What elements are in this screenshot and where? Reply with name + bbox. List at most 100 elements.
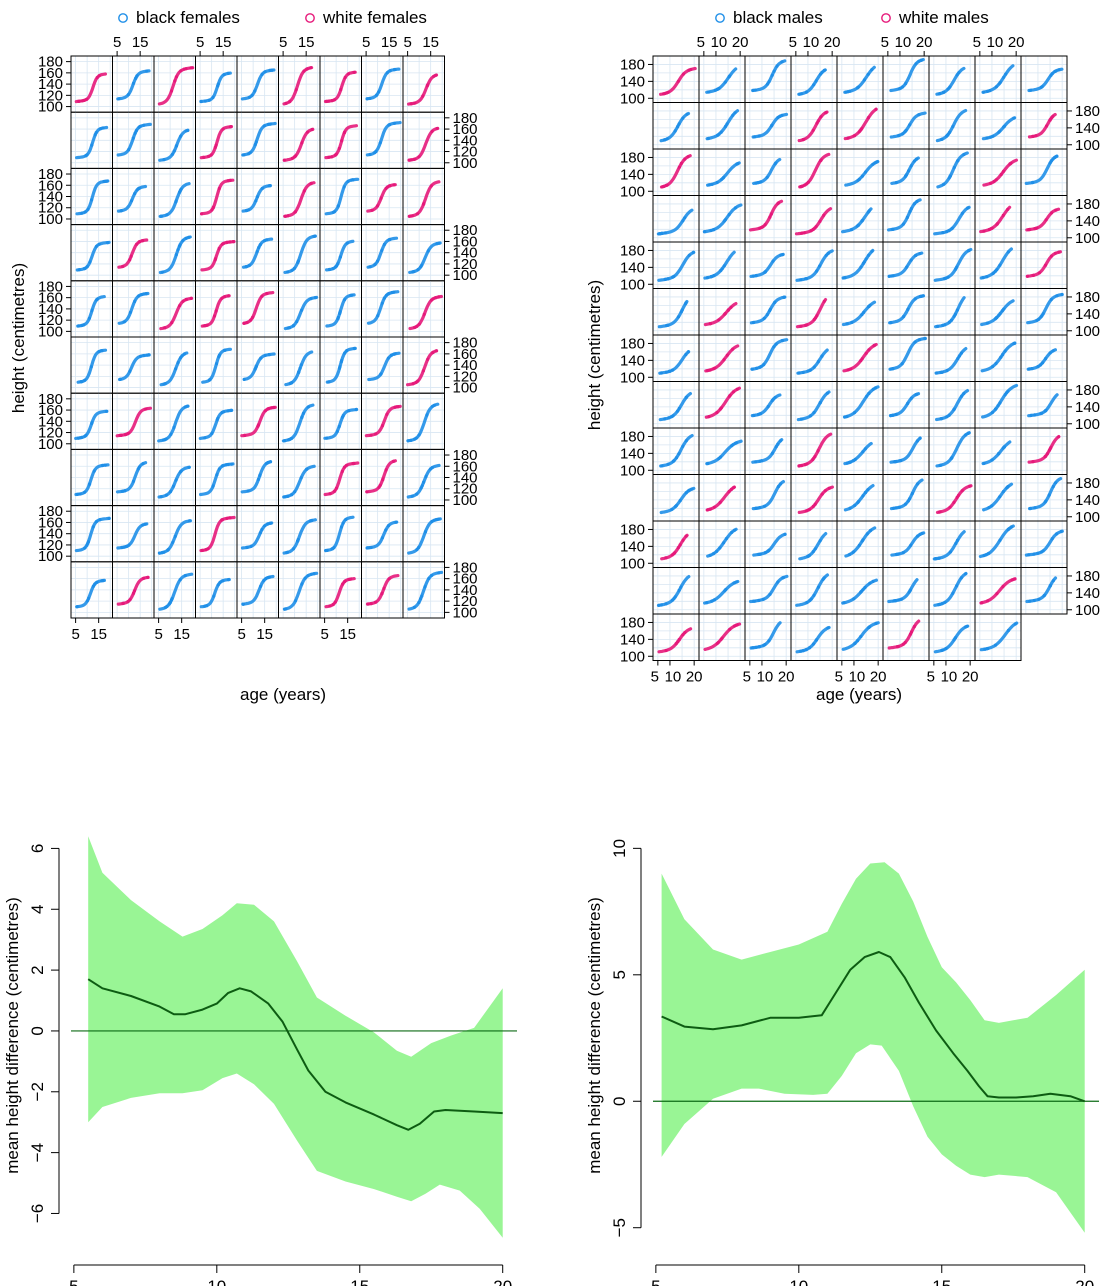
panel: [70, 224, 113, 282]
data-point: [387, 238, 391, 242]
data-point: [916, 534, 920, 538]
panel-border: [744, 55, 792, 103]
data-point: [184, 297, 188, 302]
data-point: [912, 624, 917, 629]
data-point: [257, 245, 261, 250]
data-point: [1029, 413, 1033, 417]
data-point: [75, 605, 79, 609]
data-point: [414, 436, 418, 440]
x-tick-label: 5: [973, 34, 981, 51]
panel: [974, 474, 1022, 522]
data-point: [181, 239, 185, 243]
data-point: [962, 392, 966, 396]
data-point: [733, 111, 737, 115]
data-point: [799, 649, 803, 653]
growth-curve: [242, 352, 276, 381]
data-point: [751, 274, 755, 278]
data-point: [967, 249, 971, 253]
data-point: [677, 406, 681, 410]
data-point: [310, 518, 314, 523]
y-tick-label: 160: [38, 514, 63, 531]
data-point: [340, 359, 344, 363]
difference-chart-3: −505105101520age (years)mean height diff…: [585, 839, 1099, 1286]
data-point: [758, 459, 762, 463]
panel: [698, 148, 746, 196]
data-point: [769, 212, 773, 216]
data-point: [226, 409, 230, 413]
data-point: [763, 551, 768, 555]
data-point: [139, 354, 143, 358]
data-point: [140, 293, 144, 297]
data-point: [349, 293, 353, 297]
panel: [402, 280, 445, 338]
data-point: [129, 199, 134, 203]
panel: [790, 241, 838, 289]
data-point: [890, 274, 894, 278]
data-point: [960, 211, 965, 215]
data-point: [674, 456, 679, 460]
data-point: [867, 253, 871, 257]
data-point: [390, 290, 394, 295]
data-point: [994, 643, 998, 647]
panel-border: [928, 613, 976, 661]
data-point: [337, 424, 341, 429]
data-point: [417, 433, 421, 437]
data-point: [210, 431, 214, 435]
data-point: [681, 72, 686, 76]
data-point: [379, 196, 383, 200]
growth-curve: [282, 518, 317, 555]
data-point: [868, 581, 872, 585]
panel: [319, 336, 362, 394]
data-point: [87, 482, 92, 486]
data-point: [801, 649, 805, 653]
panel: [153, 505, 196, 563]
data-point: [417, 546, 421, 550]
x-tick-label: 10: [757, 669, 774, 686]
x-tick-label: 20: [916, 34, 933, 51]
data-point: [368, 152, 372, 157]
data-point: [752, 413, 756, 417]
data-point: [950, 226, 954, 230]
data-point: [995, 222, 999, 226]
data-point: [802, 231, 806, 235]
data-point: [688, 488, 692, 492]
panel: [153, 448, 196, 507]
data-point: [822, 299, 826, 303]
x-tick-label: 15: [173, 626, 190, 643]
data-point: [861, 261, 866, 265]
data-point: [715, 549, 719, 554]
data-point: [142, 576, 146, 580]
data-point: [200, 212, 204, 216]
data-point: [187, 465, 191, 469]
data-point: [990, 458, 994, 462]
data-point: [757, 598, 761, 603]
data-point: [677, 588, 681, 593]
y-tick-label: 180: [1075, 196, 1100, 213]
growth-curve: [752, 532, 787, 557]
growth-curve: [158, 182, 191, 218]
x-tick-label: 5: [835, 669, 843, 686]
data-point: [174, 478, 178, 482]
data-point: [951, 125, 955, 129]
data-point: [127, 543, 131, 547]
data-point: [131, 81, 136, 85]
panel-border: [882, 55, 930, 103]
growth-curve: [159, 351, 189, 387]
data-point: [87, 316, 91, 320]
data-point: [722, 541, 726, 545]
data-point: [437, 295, 441, 299]
data-point: [373, 262, 377, 266]
growth-curve: [74, 463, 110, 497]
x-tick-label: 15: [298, 34, 315, 51]
data-point: [93, 582, 97, 586]
data-point: [85, 97, 89, 101]
data-point: [948, 505, 952, 509]
data-point: [336, 204, 340, 208]
data-point: [816, 585, 821, 589]
data-point: [994, 316, 999, 320]
data-point: [78, 492, 82, 496]
data-point: [181, 299, 185, 303]
data-point: [901, 222, 906, 226]
growth-curve: [658, 350, 691, 375]
x-tick-label: 20: [493, 1277, 512, 1286]
